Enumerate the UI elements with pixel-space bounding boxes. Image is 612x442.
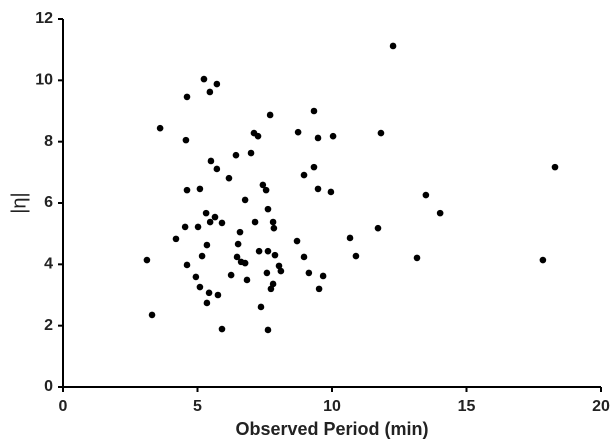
point: [259, 181, 267, 189]
x-tick-label: 5: [193, 398, 202, 415]
y-tick-label: 10: [35, 72, 53, 89]
y-tick-label: 2: [44, 317, 53, 334]
point: [266, 111, 274, 119]
point: [294, 128, 302, 136]
x-tick-label: 15: [458, 398, 476, 415]
point: [198, 252, 206, 260]
point: [255, 247, 263, 255]
point: [314, 185, 322, 193]
point: [277, 267, 285, 275]
point: [263, 269, 271, 277]
point: [143, 256, 151, 264]
x-tick-label: 0: [59, 398, 68, 415]
point: [202, 209, 210, 217]
point: [207, 157, 215, 165]
point: [203, 299, 211, 307]
point: [413, 254, 421, 262]
point: [183, 261, 191, 269]
point: [213, 80, 221, 88]
point: [264, 326, 272, 334]
point: [329, 132, 337, 140]
point: [374, 224, 382, 232]
point: [346, 234, 354, 242]
point: [156, 124, 164, 132]
point: [181, 223, 189, 231]
point: [300, 253, 308, 261]
point: [269, 218, 277, 226]
point: [172, 235, 180, 243]
point: [213, 165, 221, 173]
point: [241, 196, 249, 204]
point: [232, 151, 240, 159]
point: [551, 163, 559, 171]
point: [257, 303, 265, 311]
point: [275, 262, 283, 270]
y-tick-label: 12: [35, 10, 53, 27]
point: [310, 163, 318, 171]
point: [218, 219, 226, 227]
point: [192, 273, 200, 281]
x-tick-label: 20: [592, 398, 610, 415]
point: [389, 42, 397, 50]
point: [183, 186, 191, 194]
point: [305, 269, 313, 277]
point: [293, 237, 301, 245]
y-tick-label: 8: [44, 133, 53, 150]
point: [352, 252, 360, 260]
y-tick-label: 4: [44, 256, 53, 273]
point: [183, 93, 191, 101]
point: [264, 205, 272, 213]
point: [247, 149, 255, 157]
point: [251, 218, 259, 226]
point: [327, 188, 335, 196]
point: [218, 325, 226, 333]
y-axis-label: |η|: [8, 192, 30, 214]
point: [225, 174, 233, 182]
point: [236, 228, 244, 236]
point: [254, 132, 262, 140]
point: [271, 251, 279, 259]
y-tick-label: 6: [44, 194, 53, 211]
point: [267, 285, 275, 293]
point: [436, 209, 444, 217]
point: [211, 213, 219, 221]
point: [377, 129, 385, 137]
point: [200, 75, 208, 83]
x-axis-label: Observed Period (min): [235, 419, 428, 439]
point: [234, 240, 242, 248]
point: [264, 247, 272, 255]
point: [206, 218, 214, 226]
point: [241, 259, 249, 267]
point: [270, 224, 278, 232]
point: [422, 191, 430, 199]
point: [206, 88, 214, 96]
point: [243, 276, 251, 284]
point: [148, 311, 156, 319]
point: [319, 272, 327, 280]
point: [194, 223, 202, 231]
point: [203, 241, 211, 249]
point: [214, 291, 222, 299]
point: [205, 289, 213, 297]
point: [233, 253, 241, 261]
x-tick-label: 10: [323, 398, 341, 415]
point: [196, 185, 204, 193]
point: [196, 283, 204, 291]
point: [310, 107, 318, 115]
point: [300, 171, 308, 179]
point: [182, 136, 190, 144]
point: [314, 134, 322, 142]
point: [262, 186, 270, 194]
y-tick-label: 0: [44, 378, 53, 395]
point: [227, 271, 235, 279]
point: [315, 285, 323, 293]
point: [539, 256, 547, 264]
